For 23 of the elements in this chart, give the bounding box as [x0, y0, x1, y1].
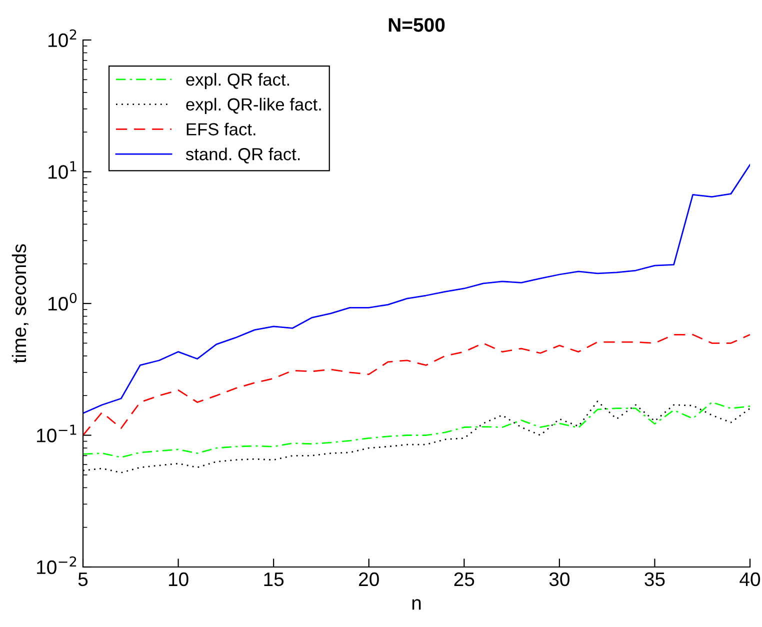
y-axis-title: time, seconds: [12, 244, 28, 364]
x-tick-label: 30: [549, 572, 570, 586]
line-series: [83, 402, 750, 458]
x-tick-label: 15: [264, 572, 284, 586]
y-tick-label: 10$^{0}$: [48, 292, 77, 311]
y-tick-label: 10$^{−1}$: [37, 424, 76, 442]
chart-title: N=500: [388, 18, 445, 32]
legend-label: expl. QR fact.: [186, 72, 290, 90]
legend-label: expl. QR-like fact.: [186, 98, 321, 114]
x-tick-label: 10: [168, 572, 188, 586]
legend-label: EFS fact.: [186, 122, 256, 136]
x-tick-label: 20: [359, 572, 379, 586]
y-tick-label: 10$^{−2}$: [37, 556, 76, 574]
line-series: [83, 334, 750, 436]
x-tick-label: 25: [454, 572, 474, 586]
line-series: [83, 164, 750, 414]
x-axis-title: n: [412, 599, 421, 610]
x-tick-label: 35: [644, 572, 665, 586]
x-tick-label: 40: [740, 572, 760, 586]
x-tick-label: 5: [78, 572, 88, 586]
y-tick-label: 10$^{1}$: [48, 161, 76, 179]
y-tick-label: 10$^{2}$: [48, 29, 76, 48]
legend-label: stand. QR fact.: [186, 148, 300, 164]
